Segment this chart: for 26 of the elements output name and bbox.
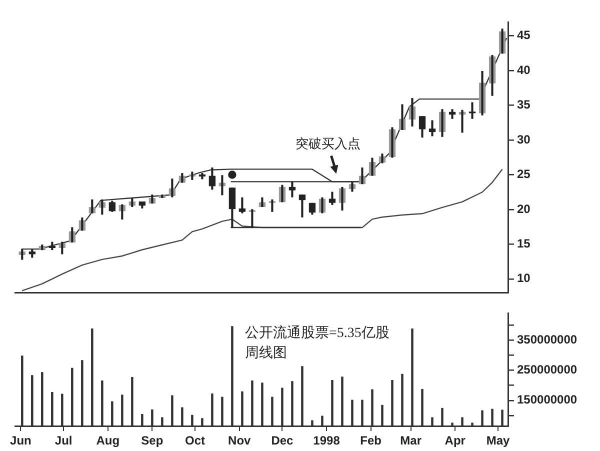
y-tick-label: 350000000 xyxy=(517,332,578,347)
x-tick-label: Dec xyxy=(271,434,294,448)
x-tick-label: May xyxy=(486,434,510,448)
annotation: 公开流通股票=5.35亿股 xyxy=(245,324,390,341)
x-tick-label: Jul xyxy=(54,434,72,448)
x-tick-label: Mar xyxy=(400,434,422,448)
y-tick-label: 150000000 xyxy=(517,392,578,407)
x-tick-label: Apr xyxy=(444,434,466,448)
y-tick-label: 45 xyxy=(517,28,531,42)
y-tick-label: 40 xyxy=(517,62,531,77)
x-tick-label: Sep xyxy=(141,434,164,448)
x-tick-label: Aug xyxy=(96,434,120,448)
x-tick-label: Jun xyxy=(10,434,32,448)
y-tick-label: 250000000 xyxy=(517,362,578,377)
x-tick-label: Oct xyxy=(185,434,206,448)
y-tick-label: 35 xyxy=(517,98,531,112)
x-tick-label: Feb xyxy=(360,434,382,448)
y-tick-label: 20 xyxy=(517,202,531,216)
y-tick-label: 10 xyxy=(517,271,531,286)
annotation: 周线图 xyxy=(245,344,287,361)
annotation: 突破买入点 xyxy=(296,137,361,152)
x-tick-label: Nov xyxy=(228,434,252,448)
x-tick-label: 1998 xyxy=(313,434,340,448)
y-tick-label: 15 xyxy=(517,236,531,251)
y-tick-label: 30 xyxy=(517,132,531,146)
y-tick-label: 25 xyxy=(517,167,531,182)
